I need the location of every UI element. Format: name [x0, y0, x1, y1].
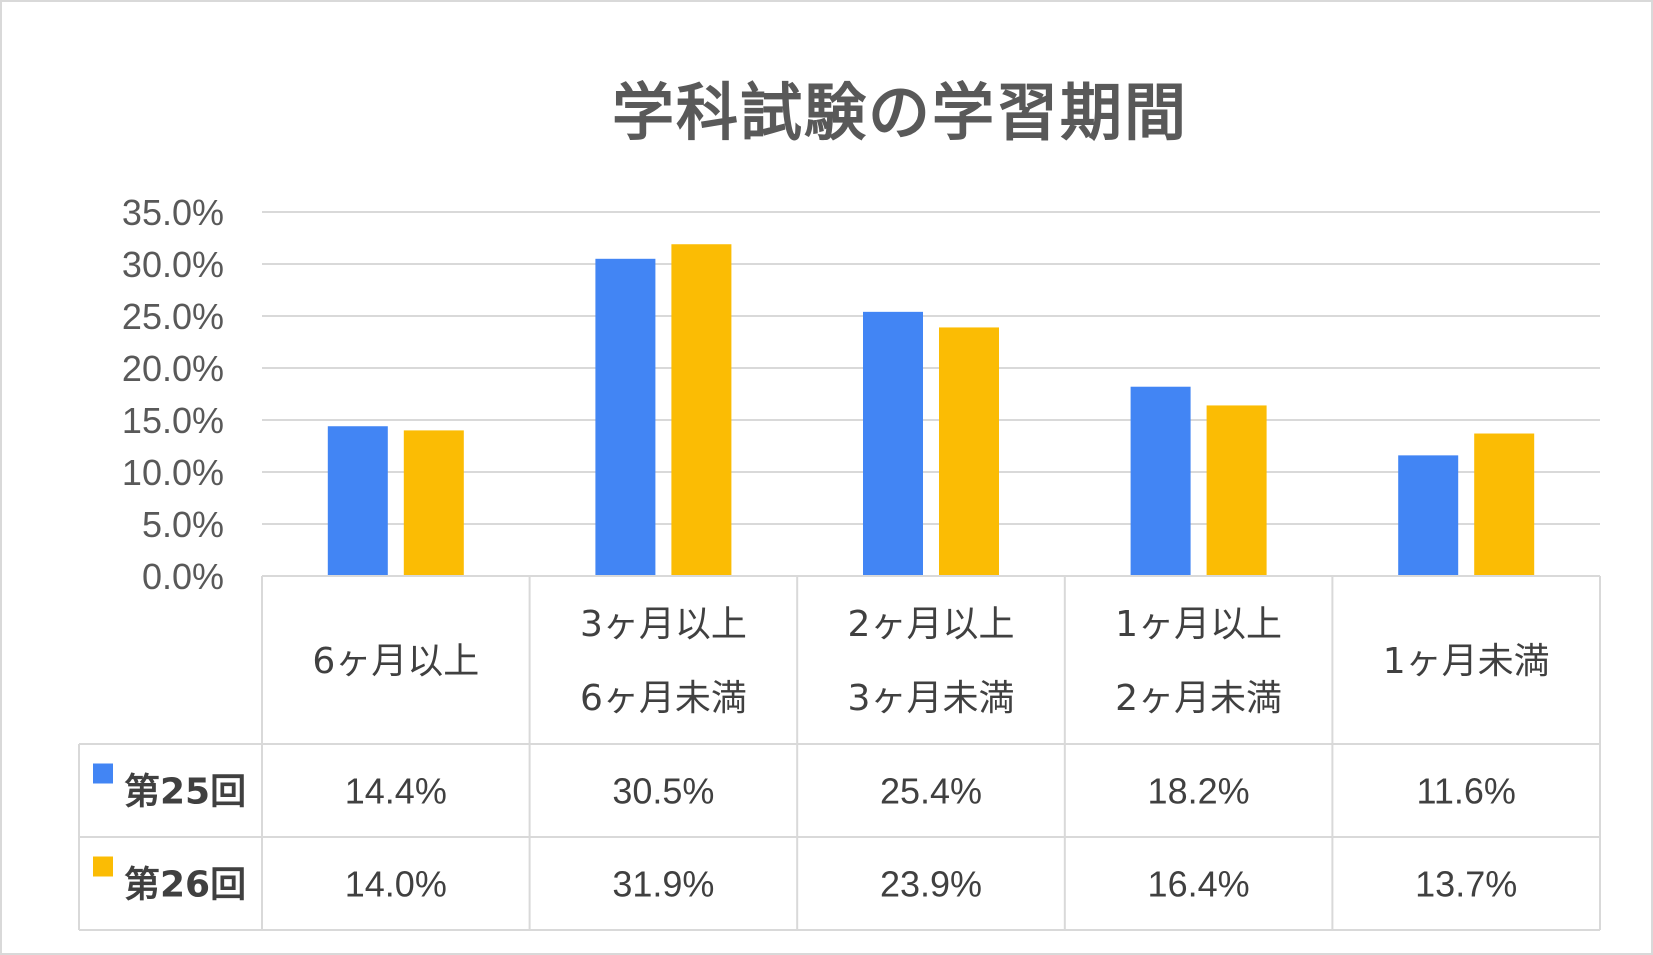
- bar: [1206, 405, 1267, 576]
- data-label: 14.0%: [345, 864, 447, 905]
- y-tick-label: 10.0%: [122, 452, 224, 493]
- y-tick-label: 20.0%: [122, 348, 224, 389]
- category-label: 3ヶ月未満: [848, 678, 1015, 719]
- category-label: 1ヶ月以上: [1115, 604, 1282, 645]
- category-label: 2ヶ月未満: [1115, 678, 1282, 719]
- bar: [939, 327, 999, 576]
- category-label: 1ヶ月未満: [1383, 641, 1550, 682]
- data-label: 25.4%: [880, 771, 982, 812]
- category-label: 2ヶ月以上: [848, 604, 1015, 645]
- data-label: 31.9%: [612, 864, 714, 905]
- series-name: 第26回: [124, 865, 246, 906]
- y-tick-label: 35.0%: [122, 192, 224, 233]
- bar: [595, 258, 656, 576]
- data-label: 14.4%: [345, 771, 447, 812]
- data-label: 18.2%: [1148, 771, 1250, 812]
- legend-swatch: [93, 763, 113, 784]
- series-name: 第25回: [124, 772, 246, 813]
- data-label: 30.5%: [612, 771, 714, 812]
- data-label: 11.6%: [1416, 771, 1515, 812]
- bar: [671, 244, 732, 577]
- bar: [1130, 386, 1191, 576]
- category-label: 3ヶ月以上: [580, 604, 747, 645]
- data-label: 16.4%: [1148, 864, 1250, 905]
- y-tick-label: 30.0%: [122, 244, 224, 285]
- data-label: 23.9%: [880, 864, 982, 905]
- bar: [327, 426, 388, 576]
- category-label: 6ヶ月未満: [580, 678, 747, 719]
- bar: [863, 311, 923, 576]
- bar: [1474, 433, 1535, 576]
- y-tick-label: 25.0%: [122, 296, 224, 337]
- y-tick-label: 0.0%: [142, 556, 224, 597]
- category-label: 6ヶ月以上: [312, 641, 479, 682]
- data-label: 13.7%: [1415, 864, 1517, 905]
- chart-title: 学科試験の学習期間: [611, 76, 1188, 149]
- legend-swatch: [93, 856, 113, 877]
- bar: [1398, 455, 1459, 576]
- y-tick-label: 5.0%: [142, 504, 224, 545]
- y-tick-label: 15.0%: [122, 400, 224, 441]
- bar: [403, 430, 464, 576]
